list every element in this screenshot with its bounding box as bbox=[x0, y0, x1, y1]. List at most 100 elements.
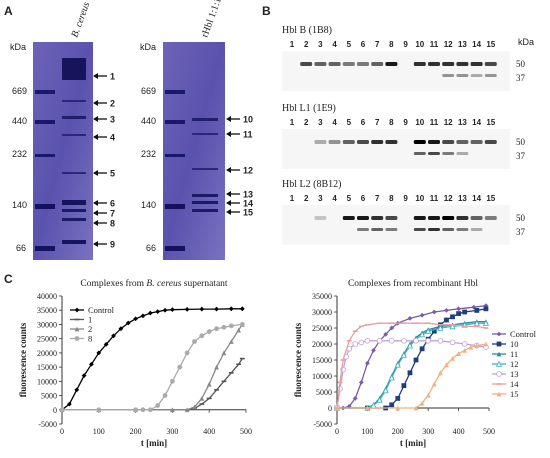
blot-marker-37: 37 bbox=[516, 151, 526, 161]
marker-440-left: 440 bbox=[12, 116, 27, 126]
data-point bbox=[125, 320, 131, 326]
data-point bbox=[59, 407, 65, 413]
data-point bbox=[383, 332, 389, 337]
data-point bbox=[236, 363, 242, 366]
y-tick-label: 10000 bbox=[312, 372, 332, 381]
data-point bbox=[214, 364, 219, 370]
legend-marker bbox=[74, 336, 80, 341]
band-arrow-13: 13 bbox=[226, 190, 253, 200]
blot-lane-label: 7 bbox=[375, 40, 380, 49]
blot-band bbox=[442, 140, 455, 144]
data-point bbox=[147, 310, 153, 316]
x-tick-label: 100 bbox=[361, 427, 373, 436]
data-point bbox=[364, 337, 371, 344]
data-point bbox=[401, 383, 407, 388]
blot-marker-37: 37 bbox=[516, 227, 526, 237]
data-point bbox=[96, 407, 102, 413]
data-point bbox=[214, 389, 219, 391]
legend-marker bbox=[496, 391, 502, 397]
marker-140-right: 140 bbox=[141, 200, 156, 210]
data-point bbox=[425, 337, 432, 344]
series-Control bbox=[334, 303, 489, 411]
data-point bbox=[111, 333, 116, 339]
blot-membrane bbox=[282, 205, 510, 245]
blot-lane-label: 13 bbox=[458, 194, 467, 203]
y-tick-label: 30000 bbox=[37, 320, 57, 329]
band-arrow-11-label: 11 bbox=[243, 130, 253, 140]
data-point bbox=[96, 350, 102, 356]
legend-marker bbox=[495, 360, 503, 367]
blot-lane-label: 11 bbox=[430, 40, 439, 49]
blot-band bbox=[442, 152, 455, 155]
marker-232-right: 232 bbox=[141, 149, 156, 159]
blot-lane-label: 14 bbox=[472, 118, 481, 127]
series-14 bbox=[334, 322, 489, 409]
band-arrow-12: 12 bbox=[226, 166, 253, 176]
data-point bbox=[462, 325, 468, 328]
blot-band bbox=[456, 228, 469, 231]
data-point bbox=[437, 337, 444, 344]
blot-lane-label: 5 bbox=[347, 40, 352, 49]
blot-lane-label: 3 bbox=[318, 118, 323, 127]
data-point bbox=[170, 307, 175, 313]
legend-label: 8 bbox=[88, 334, 92, 344]
data-point bbox=[474, 325, 480, 328]
data-point bbox=[239, 306, 245, 312]
data-point bbox=[206, 381, 212, 387]
legend-marker bbox=[496, 351, 502, 357]
blot-band bbox=[342, 140, 355, 144]
data-point bbox=[140, 407, 146, 413]
blot-band bbox=[428, 140, 440, 144]
series-15 bbox=[334, 341, 489, 411]
data-point bbox=[376, 396, 383, 403]
blot-lane-label: 1 bbox=[290, 118, 295, 127]
data-point bbox=[155, 403, 161, 408]
blot-band bbox=[385, 228, 398, 231]
series-line bbox=[336, 322, 487, 409]
blot-band bbox=[428, 152, 440, 155]
data-point bbox=[406, 342, 414, 349]
data-point bbox=[483, 341, 489, 347]
blot-lane-label: 3 bbox=[318, 40, 323, 49]
blot-band bbox=[342, 216, 355, 220]
x-tick-label: 400 bbox=[453, 427, 465, 436]
lane-label-rhbl: rHbl 1:1:1 bbox=[199, 0, 223, 39]
blot-lane-label: 9 bbox=[403, 118, 408, 127]
blot-lane-label: 15 bbox=[486, 40, 495, 49]
data-point bbox=[444, 317, 449, 323]
blot-band bbox=[357, 140, 369, 144]
data-point bbox=[221, 324, 227, 330]
blot-band bbox=[428, 62, 440, 66]
blot-band bbox=[484, 140, 497, 144]
band-arrow-14: 14 bbox=[226, 199, 253, 209]
x-tick-label: 500 bbox=[483, 427, 495, 436]
data-point bbox=[388, 374, 395, 381]
data-point bbox=[228, 306, 234, 312]
data-point bbox=[425, 392, 431, 398]
y-tick-label: 25000 bbox=[312, 324, 332, 333]
x-tick-label: 100 bbox=[93, 427, 105, 436]
blot-band bbox=[413, 216, 426, 220]
chart-title: Complexes from B. cereus supernatant bbox=[80, 278, 227, 289]
blot-band bbox=[385, 140, 398, 144]
band-arrow-10: 10 bbox=[226, 115, 253, 125]
blot-band bbox=[484, 216, 497, 220]
y-tick-label: -5000 bbox=[313, 420, 332, 429]
blot-band bbox=[456, 140, 469, 144]
blot-lane-label: 12 bbox=[444, 194, 453, 203]
blot-lane-label: 6 bbox=[361, 40, 366, 49]
data-point bbox=[228, 339, 234, 344]
blot-band bbox=[470, 228, 483, 231]
data-point bbox=[382, 387, 389, 394]
data-point bbox=[133, 316, 138, 322]
data-point bbox=[199, 403, 205, 405]
data-point bbox=[431, 309, 437, 315]
lane-label-bcereus: B. cereus bbox=[69, 1, 92, 39]
data-point bbox=[401, 322, 407, 324]
blot-title: Hbl B (1B8) bbox=[282, 25, 332, 36]
data-point bbox=[389, 322, 395, 324]
band-arrow-14-label: 14 bbox=[243, 199, 253, 209]
data-point bbox=[358, 339, 365, 346]
